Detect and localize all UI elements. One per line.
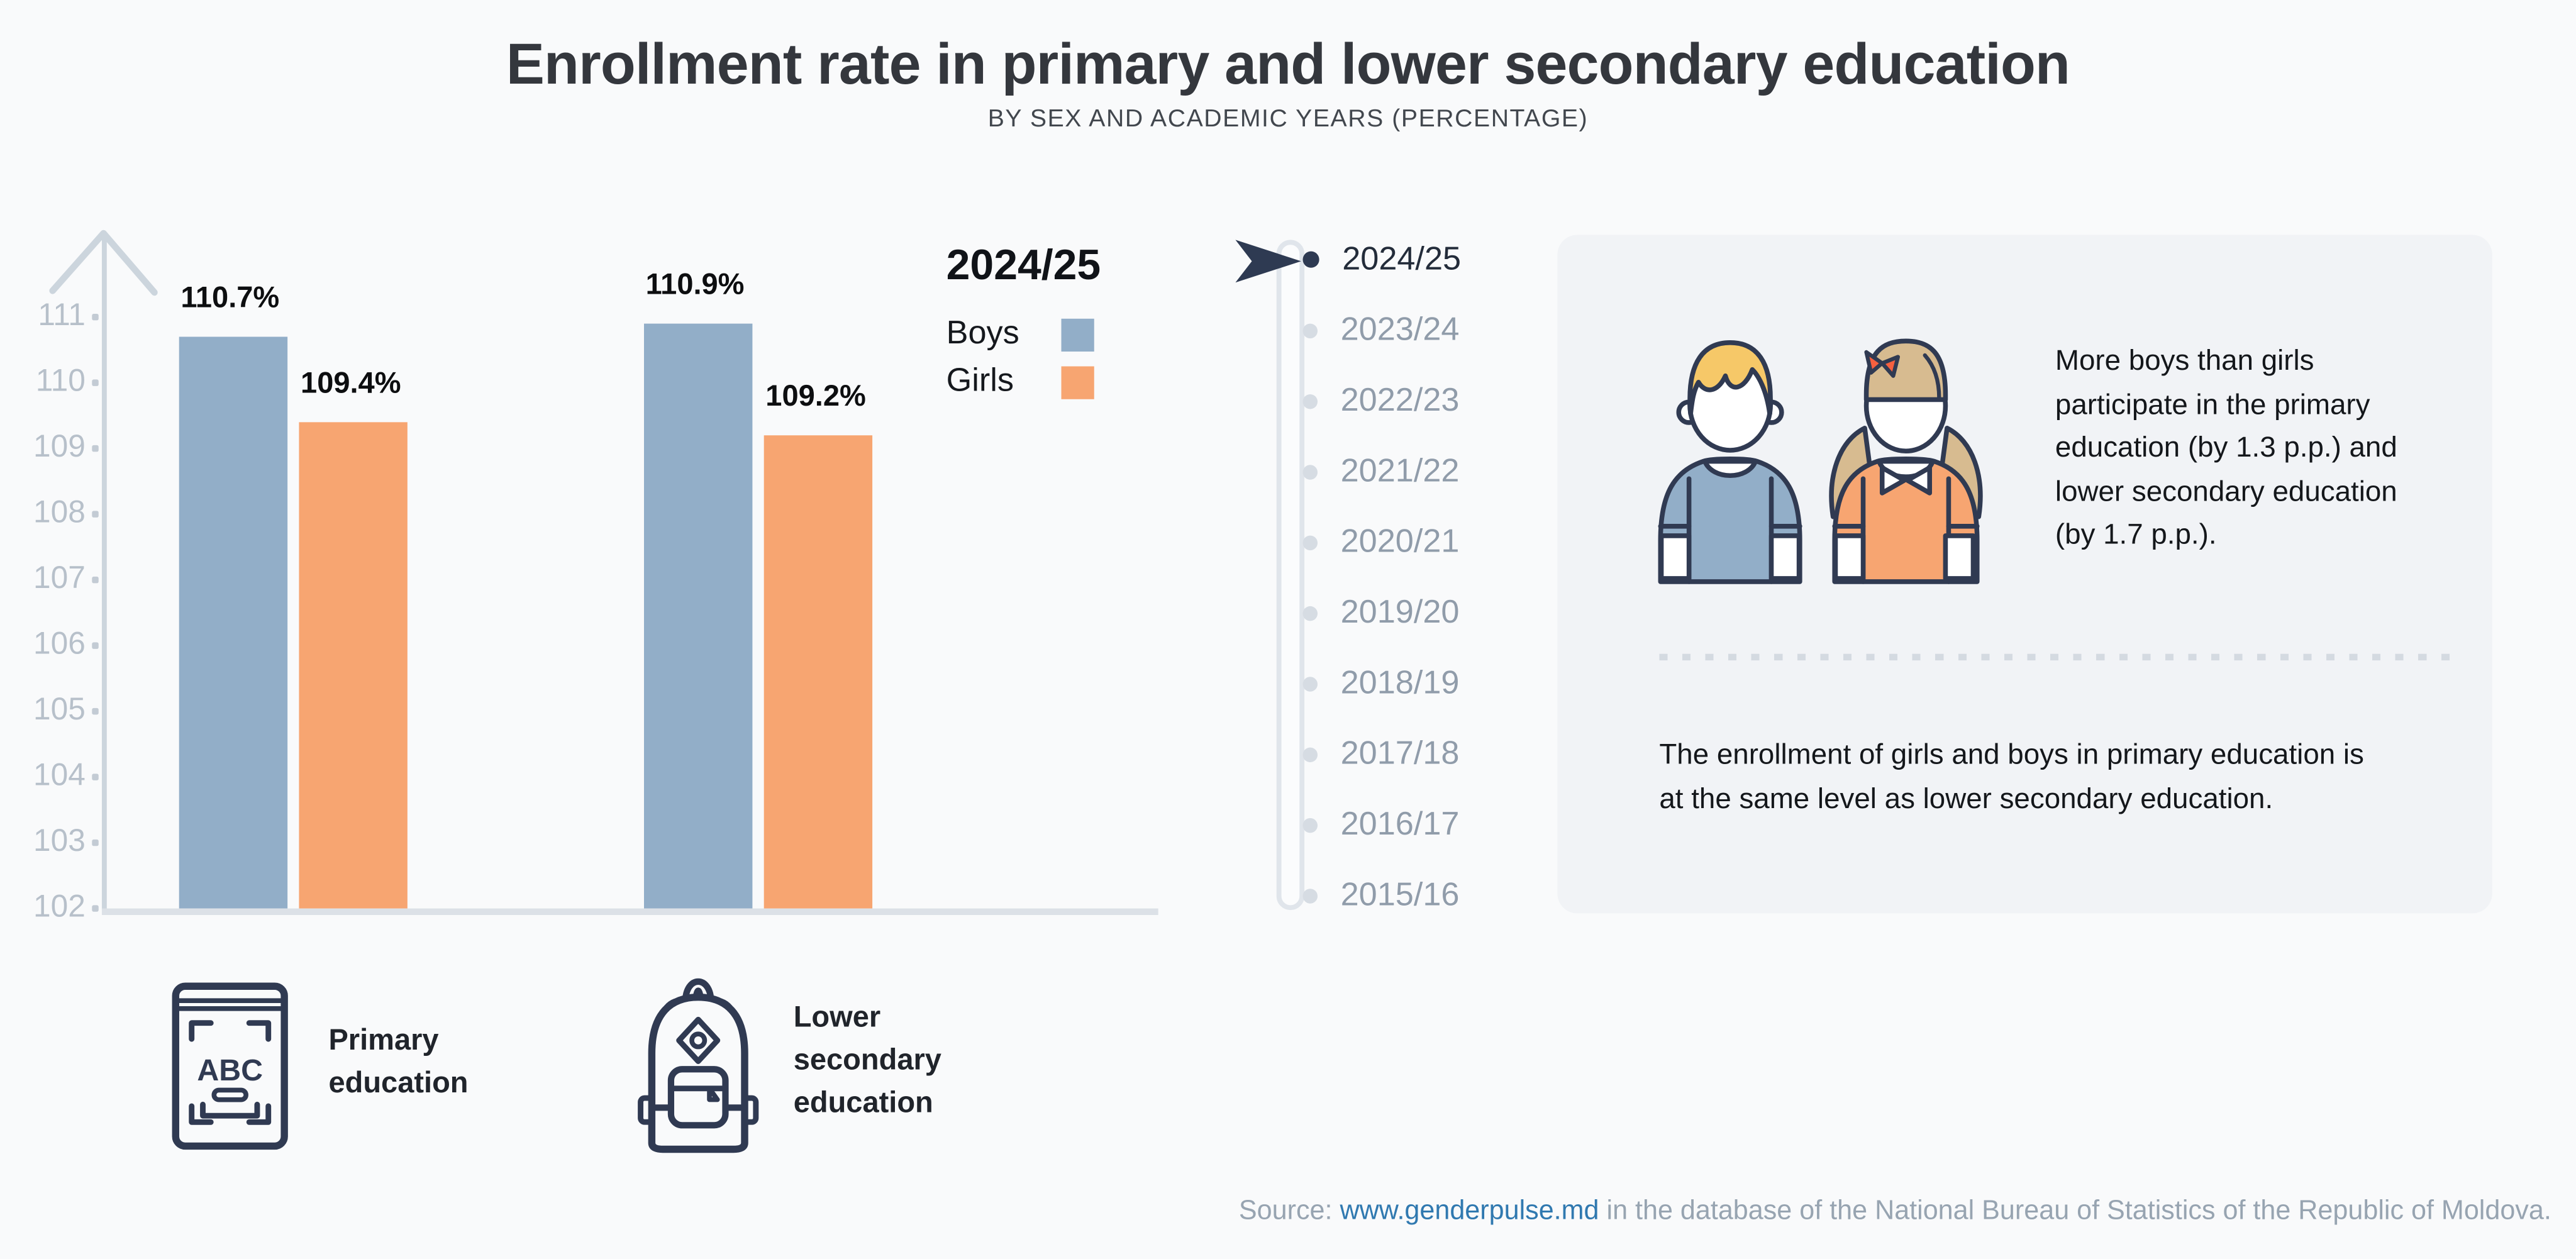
timeline-year-label: 2023/24 — [1340, 311, 1460, 348]
timeline-year-bullet — [1302, 323, 1318, 338]
backpack-icon — [638, 978, 759, 1153]
text-line: participate in the primary — [2055, 387, 2370, 420]
timeline-year-2020-21[interactable]: 2020/21 — [1302, 521, 1460, 563]
timeline-year-bullet — [1302, 887, 1318, 903]
text-line: (by 1.7 p.p.). — [2055, 517, 2217, 551]
abc-book-icon: ABC — [172, 982, 288, 1150]
text-line: Lower — [793, 1000, 881, 1034]
legend-item-boys: Boys — [946, 315, 1094, 352]
legend-color-swatch — [1061, 318, 1094, 351]
timeline-year-bullet — [1302, 605, 1318, 621]
y-tick-label: 102 — [33, 890, 86, 925]
text-line: The enrollment of girls and boys in prim… — [1659, 737, 2364, 771]
text-line: education — [328, 1066, 469, 1099]
source-link[interactable]: www.genderpulse.md — [1340, 1195, 1599, 1226]
bar-boys-lower-secondary — [644, 323, 753, 909]
source-line: Source: www.genderpulse.md in the databa… — [1239, 1196, 2551, 1228]
bar-value-label: 109.2% — [765, 379, 866, 413]
y-tick-label: 109 — [33, 430, 86, 465]
timeline-year-bullet — [1302, 746, 1318, 762]
y-tick-mark — [92, 839, 99, 846]
y-tick-mark — [92, 379, 99, 386]
legend-item-label: Boys — [946, 315, 1019, 352]
timeline-year-2024-25[interactable]: 2024/25 — [1302, 238, 1462, 281]
y-tick-label: 106 — [33, 627, 86, 662]
legend-item-girls: Girls — [946, 363, 1094, 399]
x-axis-line — [101, 908, 1158, 916]
legend-item-label: Girls — [946, 363, 1014, 399]
y-tick-mark — [92, 511, 99, 518]
y-tick-label: 111 — [38, 298, 86, 333]
y-tick-label: 110 — [35, 364, 86, 399]
insight-text-primary: More boys than girls participate in the p… — [2055, 338, 2397, 556]
category-label-lower-secondary-education: Lower secondary education — [794, 996, 941, 1124]
timeline-year-label: 2016/17 — [1340, 806, 1460, 842]
timeline-year-label: 2018/19 — [1340, 664, 1460, 701]
bar-girls-primary — [299, 421, 408, 909]
legend-color-swatch — [1061, 365, 1094, 399]
timeline-year-label: 2024/25 — [1342, 240, 1462, 277]
timeline-year-2017-18[interactable]: 2017/18 — [1302, 733, 1460, 775]
y-tick-label: 105 — [33, 693, 86, 728]
source-suffix: in the database of the National Bureau o… — [1599, 1195, 2551, 1226]
insight-text-secondary: The enrollment of girls and boys in prim… — [1659, 733, 2364, 821]
bar-boys-primary — [179, 336, 288, 909]
timeline-year-2021-22[interactable]: 2021/22 — [1302, 450, 1460, 493]
text-line: More boys than girls — [2055, 343, 2314, 377]
text-line: secondary — [793, 1043, 941, 1077]
bar-value-label: 110.7% — [180, 280, 280, 314]
boy-and-girl-icon — [1658, 338, 1983, 584]
timeline-year-2019-20[interactable]: 2019/20 — [1302, 591, 1460, 634]
bar-value-label: 109.4% — [301, 366, 401, 399]
dashed-divider — [1659, 653, 2455, 661]
timeline-year-label: 2015/16 — [1340, 876, 1460, 913]
y-tick-mark — [92, 576, 99, 584]
timeline-year-label: 2019/20 — [1340, 594, 1460, 630]
timeline-year-label: 2022/23 — [1340, 382, 1460, 418]
legend-year-title: 2024/25 — [946, 240, 1101, 289]
timeline-cursor-icon[interactable] — [1235, 240, 1301, 283]
bar-value-label: 110.9% — [645, 267, 745, 301]
category-label-primary-education: Primary education — [328, 1019, 468, 1104]
page-subtitle: BY SEX AND ACADEMIC YEARS (PERCENTAGE) — [987, 105, 1589, 133]
y-tick-mark — [92, 642, 99, 649]
bar-girls-lower-secondary — [763, 435, 873, 909]
text-line: education (by 1.3 p.p.) and — [2055, 430, 2397, 463]
text-line: Primary — [328, 1023, 439, 1057]
timeline-year-2023-24[interactable]: 2023/24 — [1302, 309, 1460, 352]
y-axis-arrow-icon — [49, 230, 158, 296]
timeline-year-bullet — [1302, 393, 1318, 409]
y-tick-mark — [92, 707, 99, 715]
text-line: at the same level as lower secondary edu… — [1659, 782, 2273, 815]
timeline-year-bullet — [1302, 675, 1318, 691]
timeline-year-label: 2021/22 — [1340, 452, 1460, 489]
y-tick-label: 107 — [33, 562, 86, 596]
text-line: education — [793, 1085, 933, 1119]
y-axis-line — [101, 235, 107, 911]
y-tick-mark — [92, 445, 99, 452]
y-tick-mark — [92, 905, 99, 912]
timeline-year-2015-16[interactable]: 2015/16 — [1302, 874, 1460, 917]
source-prefix: Source: — [1238, 1195, 1340, 1226]
timeline-year-bullet — [1302, 535, 1318, 550]
y-tick-mark — [92, 774, 99, 780]
timeline-year-bullet — [1302, 817, 1318, 833]
text-line: lower secondary education — [2055, 474, 2397, 507]
timeline-track[interactable] — [1276, 240, 1305, 911]
timeline-year-bullet — [1302, 251, 1319, 268]
y-tick-label: 108 — [33, 496, 86, 531]
timeline-year-2022-23[interactable]: 2022/23 — [1302, 379, 1460, 422]
timeline-year-2016-17[interactable]: 2016/17 — [1302, 803, 1460, 846]
y-tick-mark — [92, 313, 99, 320]
page-title: Enrollment rate in primary and lower sec… — [506, 33, 2070, 97]
y-tick-label: 104 — [33, 758, 86, 794]
svg-text:ABC: ABC — [197, 1053, 263, 1087]
timeline-year-2018-19[interactable]: 2018/19 — [1302, 662, 1460, 705]
timeline-year-bullet — [1302, 463, 1318, 479]
timeline-year-label: 2017/18 — [1340, 735, 1460, 772]
timeline-year-label: 2020/21 — [1340, 523, 1460, 560]
y-tick-label: 103 — [33, 824, 86, 860]
